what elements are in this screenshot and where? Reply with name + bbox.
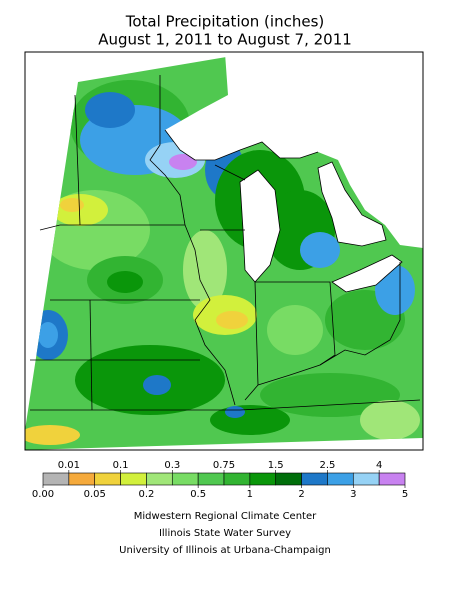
border [149, 75, 186, 226]
legend-swatch [275, 472, 302, 486]
legend-label: 5 [402, 489, 408, 500]
legend-label: 2 [298, 489, 304, 500]
lake-huron [317, 161, 387, 247]
field-area [38, 322, 58, 348]
legend-label: 0.3 [164, 460, 180, 471]
legend-swatch [301, 472, 328, 486]
legend-swatch [68, 472, 96, 486]
lake-superior-shore [164, 129, 319, 161]
field-area [143, 375, 171, 395]
border [214, 164, 246, 181]
legend-label: 0.05 [84, 489, 106, 500]
subtitle: August 1, 2011 to August 7, 2011 [98, 31, 352, 49]
legend-swatch [327, 472, 354, 486]
border [39, 224, 61, 231]
legend-swatch [378, 472, 406, 486]
legend-label: 1 [247, 489, 253, 500]
legend-swatch [146, 472, 173, 486]
canada-and-lake-superior [165, 53, 423, 248]
lake-michigan [239, 169, 281, 283]
state-borders [30, 75, 421, 411]
legend-swatch [171, 472, 199, 486]
field-area [25, 425, 80, 445]
field-area [169, 154, 197, 170]
border [30, 399, 421, 411]
legend-swatch [197, 472, 225, 486]
border [257, 262, 401, 386]
field-area [267, 305, 323, 355]
legend: 0.00 0.01 0.05 0.1 0.2 0.3 0.5 0.75 1 1.5 2 2.5 3 4 5 [32, 460, 408, 500]
legend-swatch [352, 472, 380, 486]
legend-swatch [223, 472, 251, 486]
field-area [60, 198, 84, 212]
credit: Illinois State Water Survey [159, 528, 291, 539]
legend-swatch [42, 472, 70, 486]
legend-swatch [94, 472, 121, 486]
title: Total Precipitation (inches) [125, 13, 325, 31]
legend-swatch [249, 472, 277, 486]
field-area [85, 92, 135, 128]
border [89, 299, 93, 411]
field-area [360, 400, 420, 440]
map-frame [24, 51, 424, 451]
lake-erie [331, 254, 403, 293]
legend-label: 2.5 [319, 460, 335, 471]
border [184, 224, 236, 406]
legend-label: 0.00 [32, 489, 54, 500]
credit: University of Illinois at Urbana-Champai… [119, 545, 331, 556]
border [74, 94, 81, 226]
legend-label: 0.1 [113, 460, 129, 471]
legend-label: 1.5 [268, 460, 284, 471]
credit: Midwestern Regional Climate Center [134, 511, 317, 522]
legend-label: 0.75 [213, 460, 235, 471]
field-area [216, 311, 248, 329]
field-area [225, 406, 245, 418]
legend-label: 0.01 [58, 460, 80, 471]
legend-label: 3 [350, 489, 356, 500]
legend-label: 0.2 [138, 489, 154, 500]
border [255, 281, 336, 366]
field-area [260, 373, 400, 417]
legend-swatch [120, 472, 147, 486]
legend-label: 4 [376, 460, 382, 471]
field-area [300, 232, 340, 268]
field-area [183, 230, 227, 310]
precipitation-map [24, 51, 424, 451]
legend-label: 0.5 [190, 489, 206, 500]
field-area [107, 271, 143, 293]
